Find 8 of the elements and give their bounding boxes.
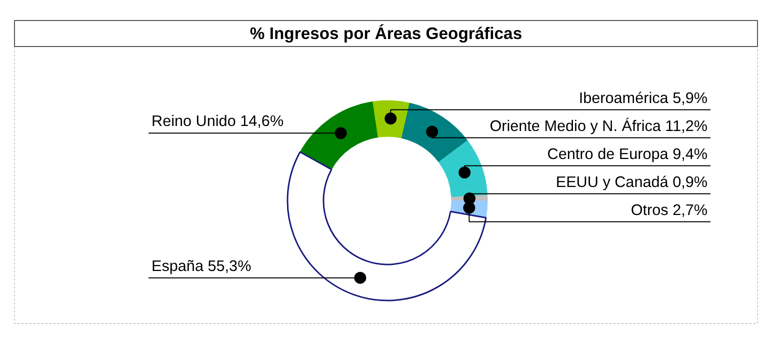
slice-label: Reino Unido 14,6% <box>152 113 284 130</box>
slice-label: Centro de Europa 9,4% <box>547 146 708 163</box>
chart-title: % Ingresos por Áreas Geográficas <box>250 24 522 43</box>
slice-label: Oriente Medio y N. África 11,2% <box>490 116 708 135</box>
slice-label: Iberoamérica 5,9% <box>578 90 708 107</box>
slice-label: España 55,3% <box>152 258 252 275</box>
slice-label: EEUU y Canadá 0,9% <box>556 174 708 191</box>
slice-label: Otros 2,7% <box>630 202 708 219</box>
